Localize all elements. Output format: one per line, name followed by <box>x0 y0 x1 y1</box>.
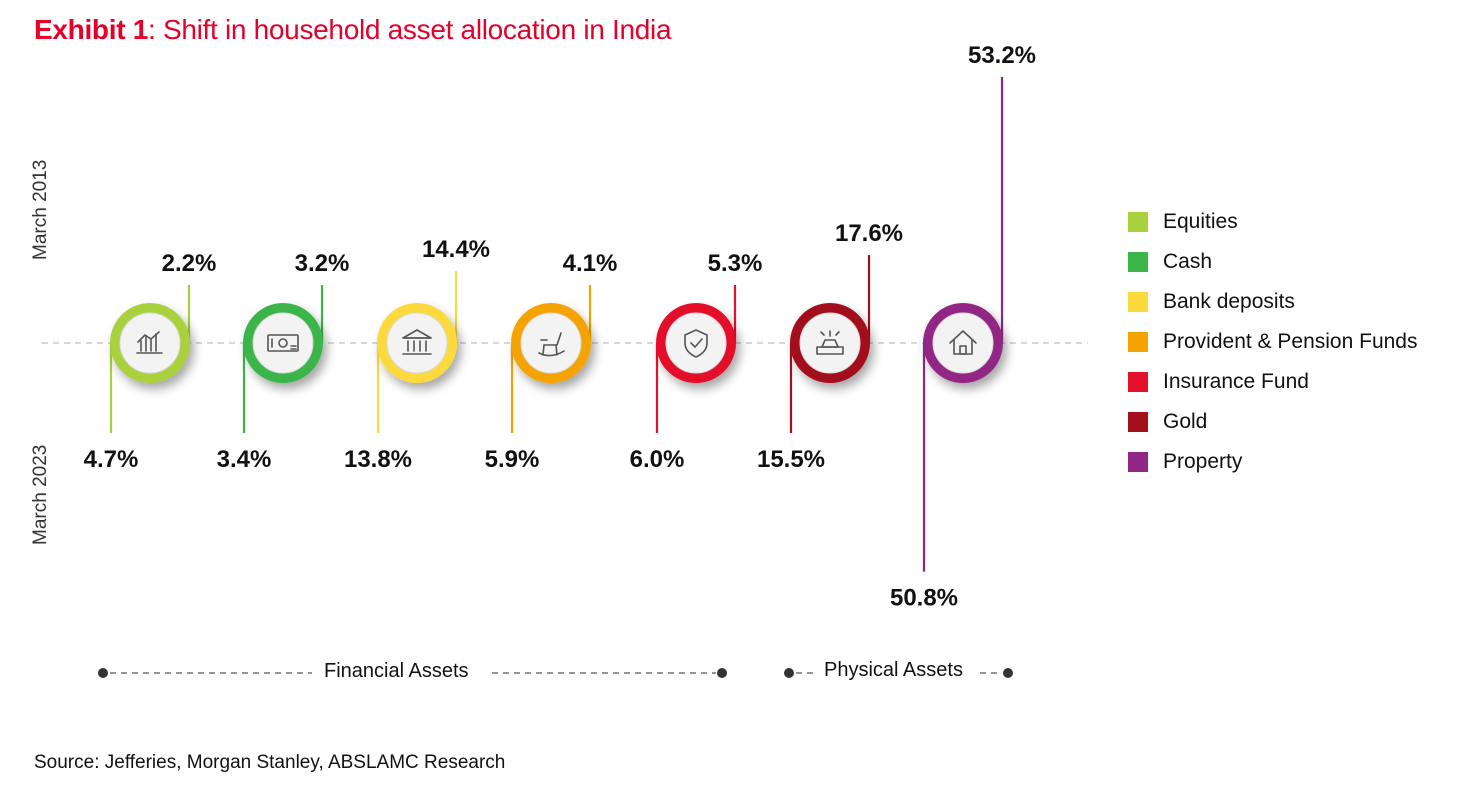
badge-inner-property <box>932 312 994 374</box>
legend-label-equities: Equities <box>1163 210 1238 233</box>
legend-swatch-property <box>1128 452 1148 472</box>
legend-item-gold: Gold <box>1128 402 1417 442</box>
legend-item-insurance-fund: Insurance Fund <box>1128 362 1417 402</box>
group-label-physical-assets: Physical Assets <box>824 659 963 681</box>
legend-swatch-provident-pension-funds <box>1128 332 1148 352</box>
physical-assets-start-dot <box>784 668 794 678</box>
legend-label-provident-pension-funds: Provident & Pension Funds <box>1163 330 1418 353</box>
gold-bars-icon <box>816 330 844 355</box>
badge-inner-provident-pension-funds <box>520 312 582 374</box>
value-label-2013-equities: 2.2% <box>162 250 217 277</box>
value-label-2023-provident-pension-funds: 5.9% <box>485 446 540 473</box>
value-label-2023-bank-deposits: 13.8% <box>344 446 412 473</box>
badge-inner-equities <box>119 312 181 374</box>
legend-item-equities: Equities <box>1128 202 1417 242</box>
value-label-2023-gold: 15.5% <box>757 446 825 473</box>
badge-inner-cash <box>252 312 314 374</box>
legend-label-bank-deposits: Bank deposits <box>1163 290 1295 313</box>
value-label-2013-bank-deposits: 14.4% <box>422 236 490 263</box>
legend-swatch-bank-deposits <box>1128 292 1148 312</box>
badge-inner-insurance-fund <box>665 312 727 374</box>
value-label-2013-provident-pension-funds: 4.1% <box>563 250 618 277</box>
legend-label-cash: Cash <box>1163 250 1213 273</box>
bank-building-icon <box>402 329 432 355</box>
legend-swatch-cash <box>1128 252 1148 272</box>
legend-label-insurance-fund: Insurance Fund <box>1163 370 1309 393</box>
source-note: Source: Jefferies, Morgan Stanley, ABSLA… <box>34 752 506 773</box>
value-label-2023-equities: 4.7% <box>84 446 139 473</box>
legend-label-property: Property <box>1163 450 1243 473</box>
rocking-chair-icon <box>538 332 565 357</box>
value-label-2023-cash: 3.4% <box>217 446 272 473</box>
legend-item-cash: Cash <box>1128 242 1417 282</box>
value-label-2013-cash: 3.2% <box>295 250 350 277</box>
value-label-2013-gold: 17.6% <box>835 220 903 247</box>
legend-swatch-gold <box>1128 412 1148 432</box>
chart-title: Exhibit 1: Shift in household asset allo… <box>34 14 672 46</box>
value-label-2013-insurance-fund: 5.3% <box>708 250 763 277</box>
legend: Equities Cash Bank deposits Provident & … <box>1128 202 1417 482</box>
legend-item-bank-deposits: Bank deposits <box>1128 282 1417 322</box>
badge-inner-gold <box>799 312 861 374</box>
legend-item-property: Property <box>1128 442 1417 482</box>
financial-assets-end-dot <box>717 668 727 678</box>
bar-chart-icon <box>136 331 163 354</box>
legend-swatch-insurance-fund <box>1128 372 1148 392</box>
house-icon <box>949 330 977 355</box>
legend-item-provident-pension-funds: Provident & Pension Funds <box>1128 322 1417 362</box>
legend-label-gold: Gold <box>1163 410 1208 433</box>
value-label-2013-property: 53.2% <box>968 42 1036 69</box>
banknote-icon <box>267 334 299 352</box>
value-label-2023-property: 50.8% <box>890 585 958 612</box>
legend-swatch-equities <box>1128 212 1148 232</box>
chart-title-prefix: Exhibit 1 <box>34 14 148 45</box>
badge-inner-bank-deposits <box>386 312 448 374</box>
chart-title-rest: : Shift in household asset allocation in… <box>148 14 672 45</box>
value-label-2023-insurance-fund: 6.0% <box>630 446 685 473</box>
physical-assets-end-dot <box>1003 668 1013 678</box>
financial-assets-start-dot <box>98 668 108 678</box>
group-label-financial-assets: Financial Assets <box>324 660 469 682</box>
shield-check-icon <box>684 329 708 358</box>
